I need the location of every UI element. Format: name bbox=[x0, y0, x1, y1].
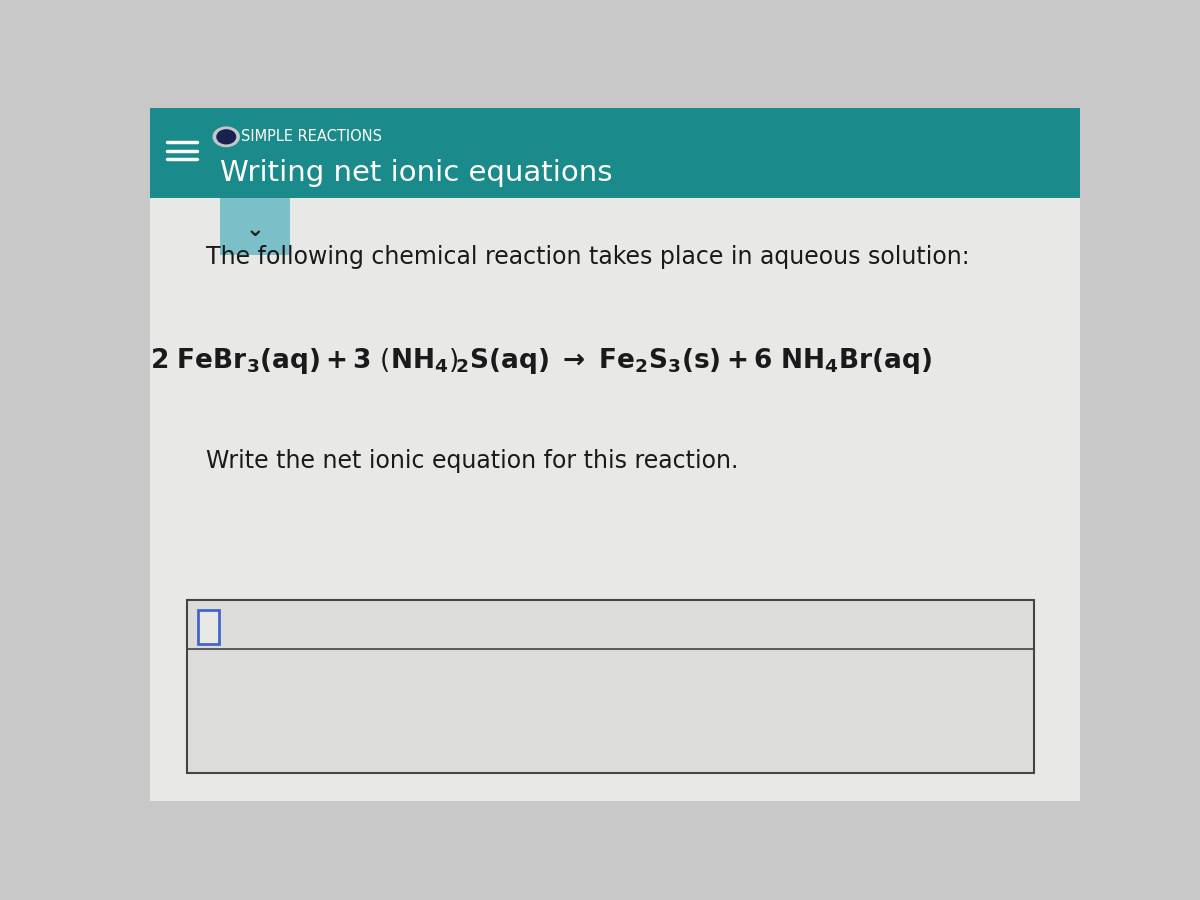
Circle shape bbox=[217, 130, 235, 144]
Text: $\mathdefault{2\ FeBr_3(aq)+3\ \left(NH_4\right)_{\!2}S(aq)\ \rightarrow\ Fe_2S_: $\mathdefault{2\ FeBr_3(aq)+3\ \left(NH_… bbox=[150, 346, 931, 376]
FancyBboxPatch shape bbox=[198, 610, 218, 644]
Text: Write the net ionic equation for this reaction.: Write the net ionic equation for this re… bbox=[206, 449, 738, 473]
FancyBboxPatch shape bbox=[220, 198, 289, 255]
Text: The following chemical reaction takes place in aqueous solution:: The following chemical reaction takes pl… bbox=[206, 245, 970, 269]
Text: SIMPLE REACTIONS: SIMPLE REACTIONS bbox=[241, 130, 382, 144]
FancyBboxPatch shape bbox=[187, 600, 1033, 773]
Text: Writing net ionic equations: Writing net ionic equations bbox=[220, 159, 612, 187]
FancyBboxPatch shape bbox=[150, 108, 1080, 198]
FancyBboxPatch shape bbox=[150, 108, 1080, 801]
Circle shape bbox=[214, 127, 239, 147]
Text: ⌄: ⌄ bbox=[245, 220, 264, 240]
